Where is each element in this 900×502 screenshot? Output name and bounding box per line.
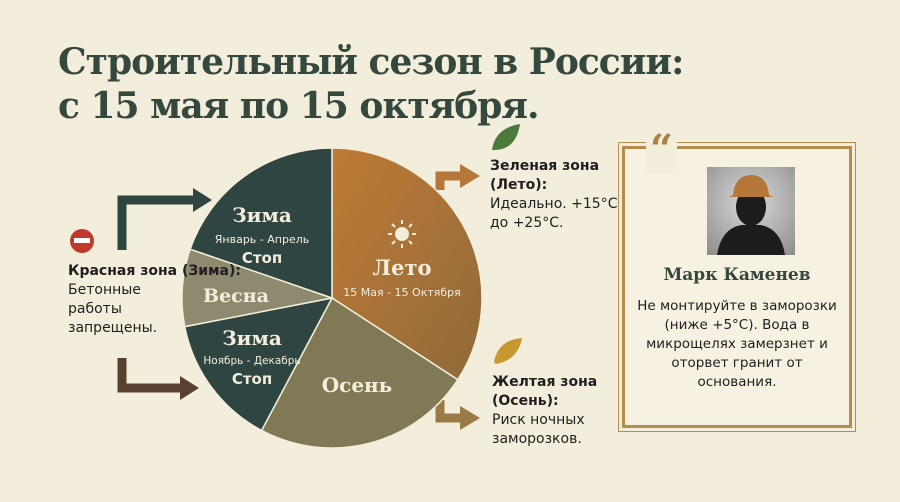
- slice-label-spring: Весна: [203, 285, 269, 307]
- green-zone-text: Идеально. +15°C до +25°C.: [490, 196, 618, 231]
- arrow-to-winter-bottom: [117, 358, 182, 393]
- slice-label-winter-2: Зима: [222, 326, 282, 350]
- arrow-to-green-zone: [435, 171, 462, 190]
- leaf-icon: [492, 124, 520, 150]
- quote-author: Марк Каменев: [663, 265, 811, 285]
- slice-sub-winter-2: Ноябрь - Декабрь: [203, 355, 300, 367]
- pie-slice: [260, 296, 459, 449]
- arrow-head: [180, 376, 199, 400]
- no-entry-icon: [70, 229, 94, 253]
- quote-text: Не монтируйте в заморозки (ниже +5°C). В…: [637, 298, 837, 390]
- quote-card: Марк Каменев Не монтируйте в заморозки (…: [618, 142, 856, 432]
- pie-slices: [181, 147, 483, 449]
- sun-icon: [388, 220, 416, 248]
- page-title: Строительный сезон в России: с 15 мая по…: [58, 41, 684, 127]
- slice-label-autumn: Осень: [322, 373, 393, 397]
- yellow-zone-text: Риск ночных заморозков.: [492, 412, 585, 447]
- pie-slice: [189, 147, 333, 300]
- slice-label-summer: Лето: [373, 255, 432, 280]
- arrow-head: [460, 406, 480, 430]
- red-zone-legend: Красная зона (Зима): Бетонные работы зап…: [68, 262, 241, 338]
- green-zone-title: Зеленая зона (Лето):: [490, 158, 600, 193]
- arrow-to-yellow-zone: [435, 400, 462, 423]
- red-zone-text: Бетонные работы запрещены.: [68, 282, 158, 336]
- slice-note-winter-2: Стоп: [232, 370, 272, 388]
- slice-note-winter-1: Стоп: [242, 249, 282, 267]
- arrow-to-winter-top: [117, 195, 195, 250]
- slice-sub-summer: 15 Мая - 15 Октября: [343, 286, 461, 299]
- slice-sub-winter-1: Январь - Апрель: [215, 233, 309, 246]
- arrow-head: [193, 188, 212, 212]
- yellow-zone-legend: Желтая зона (Осень): Риск ночных замороз…: [492, 373, 602, 449]
- pie-slice: [183, 296, 334, 432]
- slice-label-winter-1: Зима: [232, 203, 292, 227]
- yellow-zone-title: Желтая зона (Осень):: [492, 374, 598, 409]
- autumn-leaf-icon: [494, 338, 522, 364]
- quote-mark-icon: “: [646, 126, 678, 173]
- avatar: [707, 167, 795, 255]
- red-zone-title: Красная зона (Зима):: [68, 263, 241, 279]
- green-zone-legend: Зеленая зона (Лето): Идеально. +15°C до …: [490, 157, 620, 233]
- arrow-head: [460, 164, 480, 188]
- worker-silhouette-icon: [717, 175, 785, 255]
